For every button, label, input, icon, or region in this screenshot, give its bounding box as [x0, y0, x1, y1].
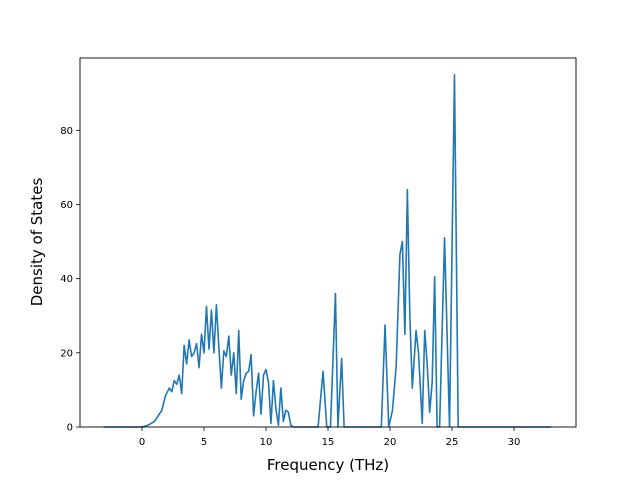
dos-series-line	[103, 73, 552, 428]
y-axis-label: Density of States	[28, 178, 46, 307]
x-tick-label: 5	[201, 437, 207, 448]
y-tick-label: 0	[67, 423, 73, 434]
y-tick-label: 80	[60, 126, 73, 137]
y-tick-label: 20	[60, 348, 73, 359]
x-tick-label: 20	[384, 437, 397, 448]
x-axis: 0 5 10 15 20 25 30	[139, 427, 521, 448]
y-tick-label: 40	[60, 274, 73, 285]
y-tick-label: 60	[60, 200, 73, 211]
plot-area-background	[80, 58, 576, 427]
x-tick-label: 0	[139, 437, 145, 448]
x-tick-label: 15	[322, 437, 335, 448]
x-tick-label: 10	[260, 437, 273, 448]
x-tick-label: 25	[446, 437, 459, 448]
y-axis: 0 20 40 60 80	[60, 126, 80, 434]
x-axis-label: Frequency (THz)	[267, 456, 389, 474]
x-tick-label: 30	[508, 437, 521, 448]
series-line-group	[103, 73, 552, 428]
